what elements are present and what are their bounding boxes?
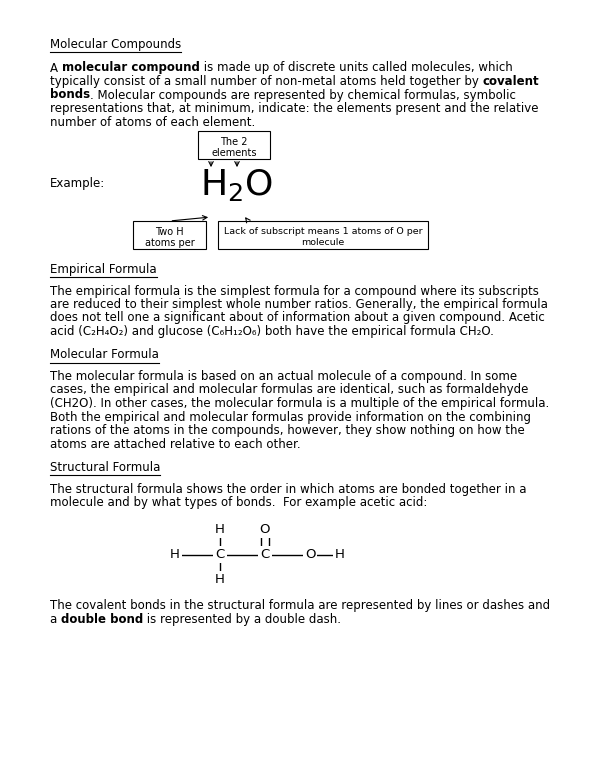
Bar: [133, 221, 206, 249]
Text: H: H: [335, 548, 345, 561]
Text: H: H: [170, 548, 180, 561]
Text: The molecular formula is based on an actual molecule of a compound. In some: The molecular formula is based on an act…: [50, 370, 517, 383]
Text: cases, the empirical and molecular formulas are identical, such as formaldehyde: cases, the empirical and molecular formu…: [50, 383, 528, 397]
Text: Two H: Two H: [155, 227, 184, 237]
Text: Example:: Example:: [50, 177, 105, 190]
Text: Molecular Compounds: Molecular Compounds: [50, 38, 181, 51]
Text: molecule and by what types of bonds.  For example acetic acid:: molecule and by what types of bonds. For…: [50, 496, 427, 509]
Text: molecular compound: molecular compound: [62, 62, 200, 75]
Text: is represented by a double dash.: is represented by a double dash.: [143, 613, 342, 626]
Text: number of atoms of each element.: number of atoms of each element.: [50, 116, 255, 129]
Text: typically consist of a small number of non-metal atoms held together by: typically consist of a small number of n…: [50, 75, 483, 88]
Text: is made up of discrete units called molecules, which: is made up of discrete units called mole…: [200, 62, 512, 75]
Text: atoms are attached relative to each other.: atoms are attached relative to each othe…: [50, 437, 300, 450]
Text: rations of the atoms in the compounds, however, they show nothing on how the: rations of the atoms in the compounds, h…: [50, 424, 525, 437]
Text: . Molecular compounds are represented by chemical formulas, symbolic: . Molecular compounds are represented by…: [90, 89, 516, 102]
Bar: [218, 221, 428, 249]
Text: Both the empirical and molecular formulas provide information on the combining: Both the empirical and molecular formula…: [50, 410, 531, 424]
Text: acid (C₂H₄O₂) and glucose (C₆H₁₂O₆) both have the empirical formula CH₂O.: acid (C₂H₄O₂) and glucose (C₆H₁₂O₆) both…: [50, 325, 494, 338]
Text: Molecular Formula: Molecular Formula: [50, 349, 159, 361]
Text: O: O: [305, 548, 315, 561]
Text: molecule: molecule: [302, 238, 345, 247]
Text: (CH2O). In other cases, the molecular formula is a multiple of the empirical for: (CH2O). In other cases, the molecular fo…: [50, 397, 549, 410]
Text: elements: elements: [211, 148, 257, 158]
Text: O: O: [260, 523, 270, 536]
Text: are reduced to their simplest whole number ratios. Generally, the empirical form: are reduced to their simplest whole numb…: [50, 298, 548, 311]
Text: representations that, at minimum, indicate: the elements present and the relativ: representations that, at minimum, indica…: [50, 102, 538, 115]
Text: double bond: double bond: [61, 613, 143, 626]
Text: The covalent bonds in the structural formula are represented by lines or dashes : The covalent bonds in the structural for…: [50, 600, 550, 612]
Text: a: a: [50, 613, 61, 626]
Text: bonds: bonds: [50, 89, 90, 102]
Text: does not tell one a significant about of information about a given compound. Ace: does not tell one a significant about of…: [50, 312, 545, 324]
Text: H: H: [215, 523, 225, 536]
Text: H$_2$O: H$_2$O: [200, 167, 273, 203]
Text: The empirical formula is the simplest formula for a compound where its subscript: The empirical formula is the simplest fo…: [50, 284, 539, 297]
Text: Lack of subscript means 1 atoms of O per: Lack of subscript means 1 atoms of O per: [224, 227, 422, 236]
Text: C: C: [215, 548, 225, 561]
Text: The 2: The 2: [220, 137, 248, 147]
Text: H: H: [215, 573, 225, 586]
Text: Empirical Formula: Empirical Formula: [50, 263, 156, 276]
Text: C: C: [261, 548, 270, 561]
Bar: [198, 131, 270, 159]
Text: atoms per: atoms per: [145, 238, 195, 248]
Text: Structural Formula: Structural Formula: [50, 461, 161, 474]
Text: covalent: covalent: [483, 75, 539, 88]
Text: A: A: [50, 62, 62, 75]
Text: The structural formula shows the order in which atoms are bonded together in a: The structural formula shows the order i…: [50, 483, 527, 496]
